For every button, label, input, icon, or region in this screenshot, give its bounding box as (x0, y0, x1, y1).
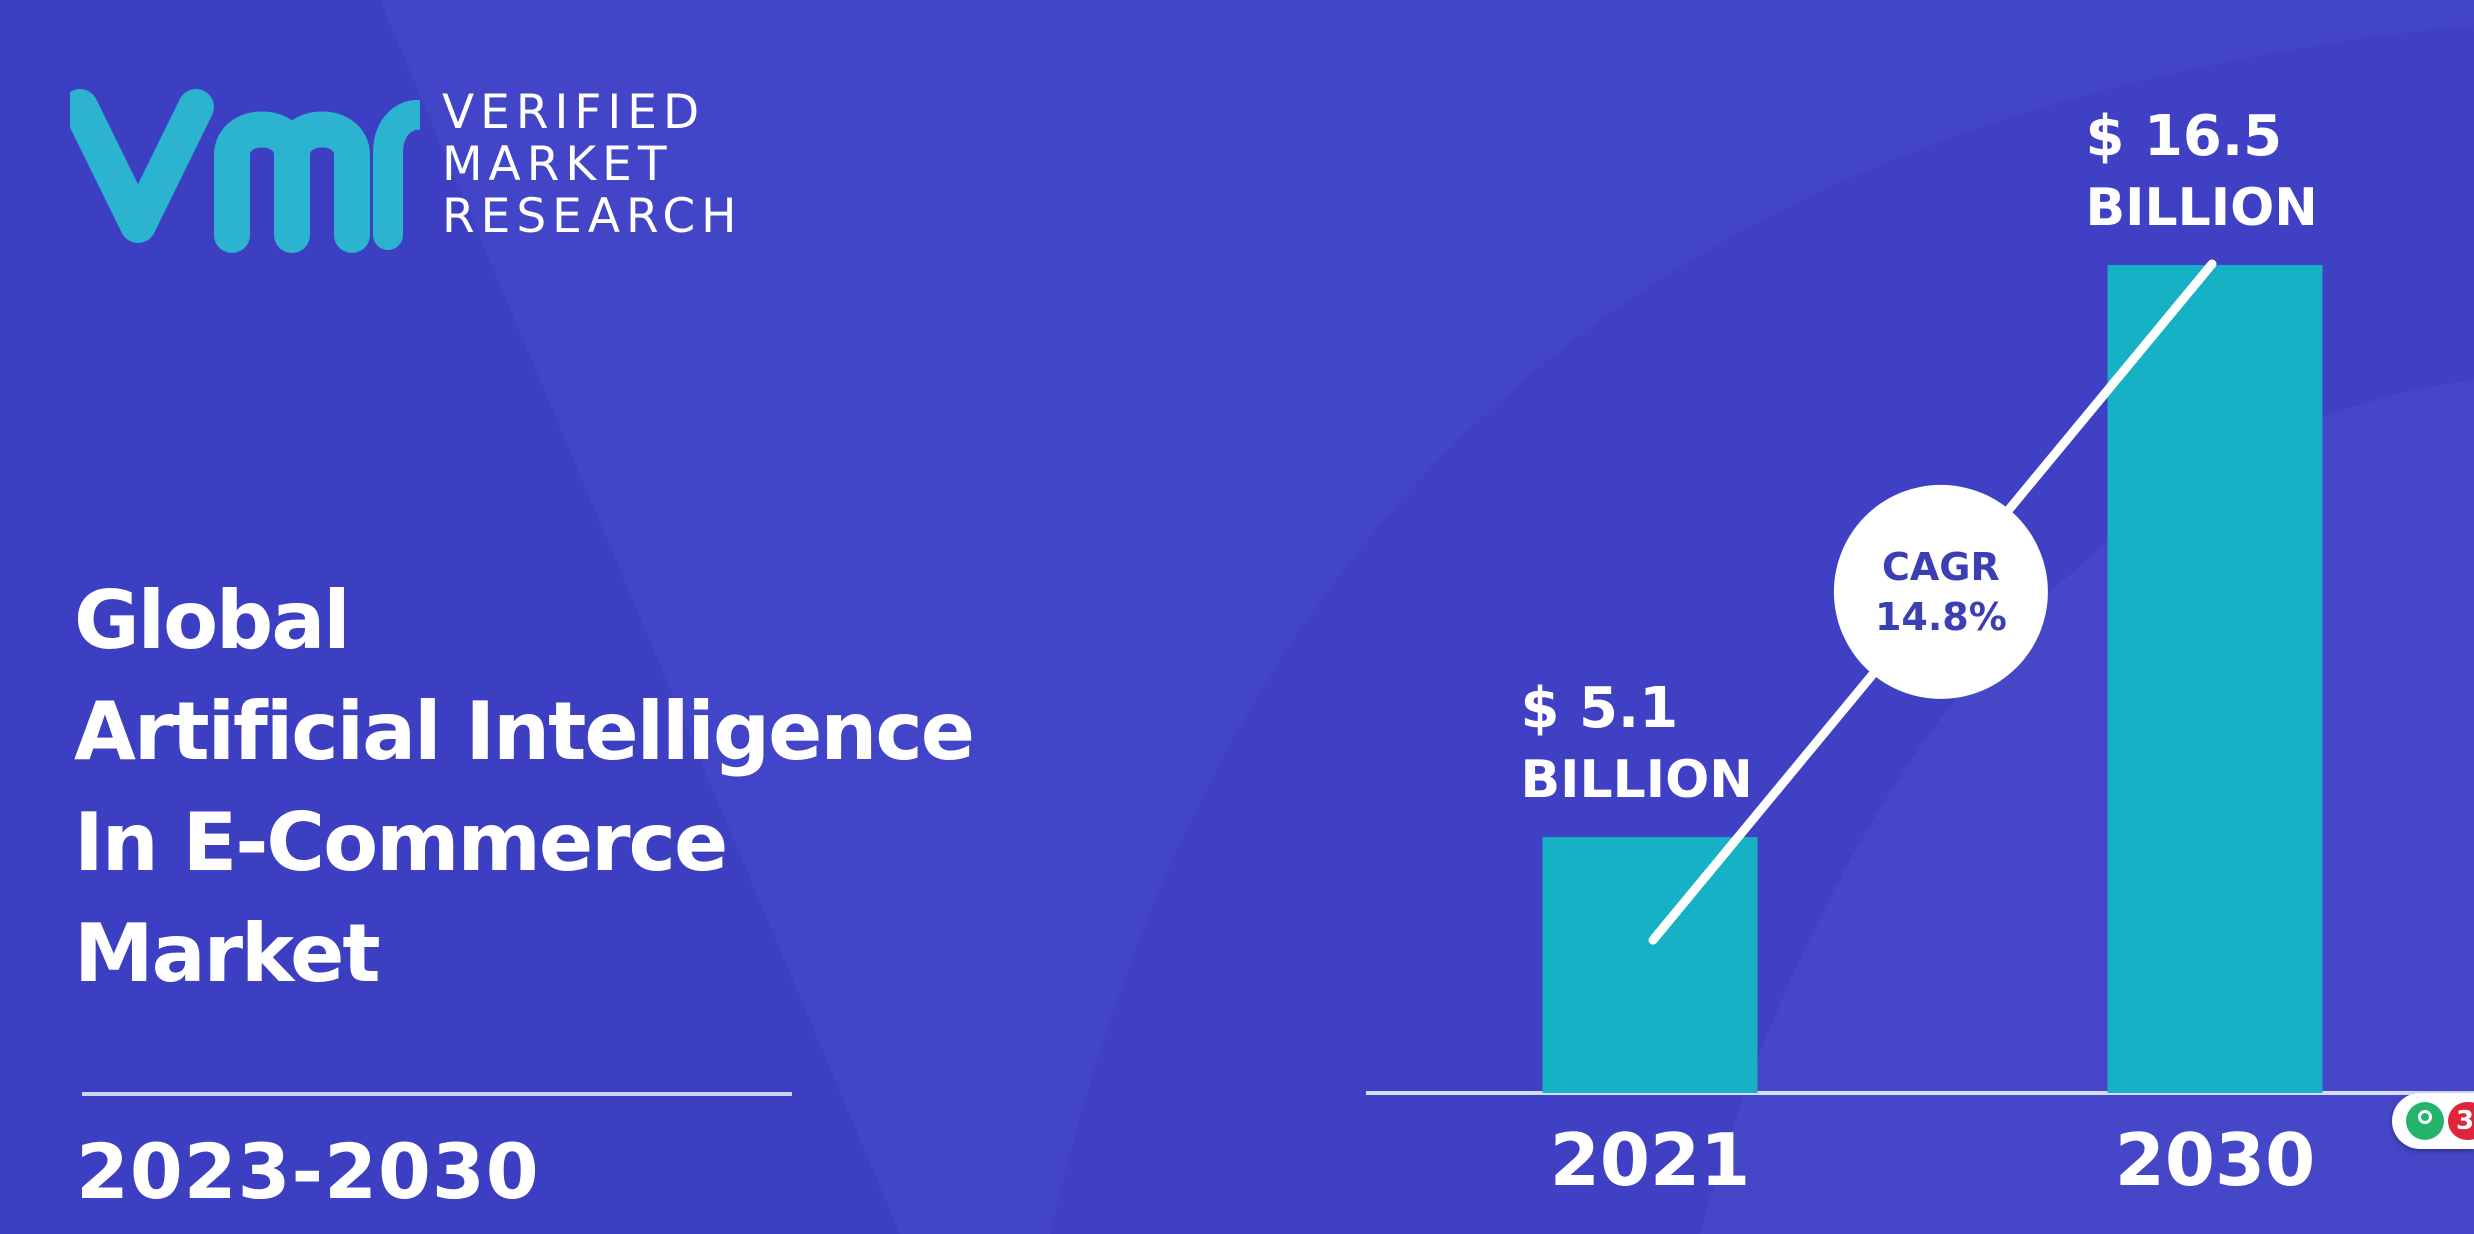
notification-count: 3 (2448, 1102, 2474, 1140)
title-line-1: Global (74, 574, 351, 667)
brand-logo: VERIFIED MARKET RESEARCH (70, 85, 770, 255)
bar-2030 (2107, 265, 2323, 1093)
logo-letter-v (70, 89, 214, 243)
cagr-value: 14.8% (1875, 595, 2007, 639)
logo-letter-m (214, 111, 370, 253)
bar-2021 (1542, 837, 1758, 1093)
cagr-circle (1833, 484, 2048, 699)
forecast-period: 2023-2030 (76, 1127, 540, 1216)
value-label-2030: $ 16.5 (2086, 104, 2283, 169)
brand-line-1: VERIFIED (442, 85, 706, 140)
logo-letter-r (373, 100, 420, 250)
value-unit-2021: BILLION (1521, 750, 1753, 810)
title-line-2: Artificial Intelligence (74, 685, 975, 778)
title-line-3: In E-Commerce (74, 796, 728, 889)
x-tick-label-2030: 2030 (2115, 1118, 2315, 1202)
notification-badge[interactable]: 3 (2392, 1093, 2474, 1149)
title-line-4: Market (74, 907, 381, 1000)
notification-icon (2406, 1102, 2444, 1140)
vmr-logo-icon (70, 89, 420, 253)
value-label-2021: $ 5.1 (1521, 676, 1679, 741)
value-unit-2030: BILLION (2086, 178, 2318, 238)
page-title: Global Artificial Intelligence In E-Comm… (74, 565, 1034, 1009)
brand-name: VERIFIED MARKET RESEARCH (442, 87, 743, 243)
brand-line-3: RESEARCH (442, 189, 743, 244)
brand-line-2: MARKET (442, 137, 673, 192)
bg-wedge-left (0, 0, 900, 1234)
title-divider (82, 1092, 792, 1096)
cagr-label: CAGR (1882, 545, 2000, 589)
x-axis-baseline (1366, 1091, 2474, 1095)
x-tick-label-2021: 2021 (1550, 1118, 1750, 1202)
